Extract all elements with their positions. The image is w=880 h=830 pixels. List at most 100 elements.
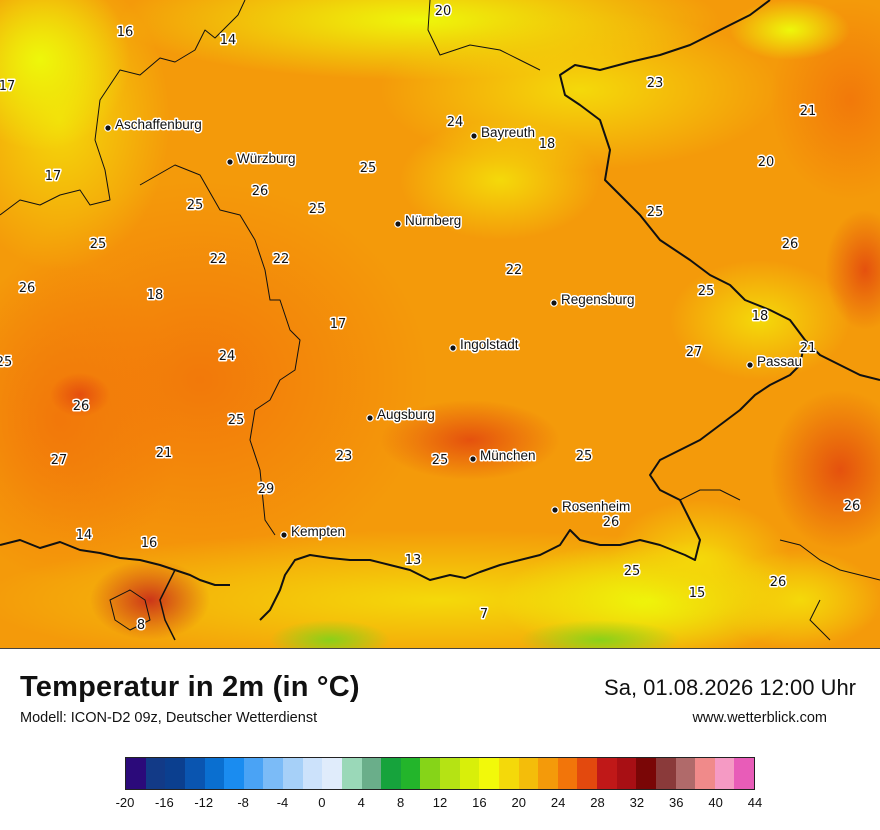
temperature-labels: 20 16 14 17 24 18 23 21 25 26 20 17 25 25 25 25 22 22 26 26… bbox=[0, 3, 862, 635]
temperature-value: 21 bbox=[156, 446, 173, 461]
legend-swatch bbox=[498, 758, 519, 789]
temperature-value: 26 bbox=[603, 515, 620, 530]
city-marker: München bbox=[469, 447, 537, 465]
city-dot bbox=[366, 414, 374, 422]
temperature-value: 17 bbox=[0, 79, 15, 94]
city-label: München bbox=[480, 448, 536, 463]
legend-swatch bbox=[400, 758, 421, 789]
legend-swatch bbox=[538, 758, 558, 789]
temperature-value: 25 bbox=[228, 413, 245, 428]
legend-swatch bbox=[302, 758, 323, 789]
legend-swatch bbox=[145, 758, 166, 789]
model-info: Modell: ICON-D2 09z, Deutscher Wetterdie… bbox=[20, 710, 318, 726]
legend-swatch bbox=[577, 758, 597, 789]
temperature-value: 26 bbox=[19, 281, 36, 296]
legend-tick-label: -20 bbox=[115, 795, 135, 810]
temperature-value: 13 bbox=[405, 553, 422, 568]
legend-tick-label: 28 bbox=[590, 795, 605, 810]
city-marker: Passau bbox=[746, 353, 804, 371]
temperature-value: 25 bbox=[576, 449, 593, 464]
map-footer: Temperatur in 2m (in °C) Modell: ICON-D2… bbox=[0, 649, 880, 830]
city-marker: Würzburg bbox=[226, 150, 297, 168]
temperature-value: 26 bbox=[73, 399, 90, 414]
legend-swatch bbox=[361, 758, 382, 789]
city-dot bbox=[394, 220, 402, 228]
temperature-value: 29 bbox=[258, 482, 275, 497]
legend-swatch bbox=[184, 758, 205, 789]
legend-tick-label: -8 bbox=[237, 795, 249, 810]
bavaria-border bbox=[139, 164, 301, 536]
city-dot bbox=[469, 455, 477, 463]
legend-swatch bbox=[518, 758, 539, 789]
temperature-field bbox=[0, 0, 880, 648]
legend-swatch bbox=[636, 758, 656, 789]
temperature-value: 26 bbox=[844, 499, 861, 514]
city-dot bbox=[746, 361, 754, 369]
city-marker: Augsburg bbox=[366, 406, 436, 424]
legend-swatch bbox=[459, 758, 480, 789]
legend-swatch bbox=[420, 758, 440, 789]
legend-swatch bbox=[204, 758, 225, 789]
forecast-datetime: Sa, 01.08.2026 12:00 Uhr bbox=[604, 675, 856, 700]
legend-tick-label: 44 bbox=[747, 795, 763, 810]
city-marker: Kempten bbox=[280, 523, 347, 541]
national-border bbox=[159, 569, 176, 641]
temperature-value: 20 bbox=[758, 155, 775, 170]
temperature-value: 21 bbox=[800, 104, 817, 119]
city-marker: Bayreuth bbox=[470, 124, 537, 142]
legend-swatch bbox=[263, 758, 283, 789]
color-legend bbox=[125, 757, 755, 790]
legend-ticks: -20 -16 -12 -8 -4 0 4 8 12 16 20 24 28 32 36 40 44 bbox=[116, 795, 763, 815]
temperature-value: 21 bbox=[800, 341, 817, 356]
temperature-value: 14 bbox=[76, 528, 93, 543]
national-border bbox=[259, 339, 806, 621]
legend-tick-label: -4 bbox=[276, 795, 289, 810]
city-label: Ingolstadt bbox=[460, 337, 519, 352]
city-label: Regensburg bbox=[561, 292, 635, 307]
temperature-value: 25 bbox=[187, 198, 204, 213]
legend-swatch bbox=[479, 758, 499, 789]
legend-tick-label: 36 bbox=[669, 795, 684, 810]
website-link[interactable]: www.wetterblick.com bbox=[692, 710, 827, 726]
temperature-value: 22 bbox=[506, 263, 523, 278]
temperature-value: 15 bbox=[689, 586, 706, 601]
legend-swatch bbox=[655, 758, 676, 789]
city-label: Aschaffenburg bbox=[115, 117, 202, 132]
temperature-value: 26 bbox=[782, 237, 799, 252]
city-marker: Nürnberg bbox=[394, 212, 463, 230]
city-label: Kempten bbox=[291, 524, 345, 539]
legend-swatch bbox=[675, 758, 696, 789]
temperature-value: 16 bbox=[117, 25, 134, 40]
temperature-value: 22 bbox=[273, 252, 290, 267]
legend-tick-label: 12 bbox=[432, 795, 448, 810]
temperature-value: 25 bbox=[90, 237, 107, 252]
city-label: Bayreuth bbox=[481, 125, 535, 140]
border-lines bbox=[0, 0, 880, 641]
legend-swatch bbox=[165, 758, 185, 789]
legend-tick-label: 4 bbox=[357, 795, 365, 810]
temperature-value: 23 bbox=[336, 449, 353, 464]
city-marker: Rosenheim bbox=[551, 498, 632, 516]
legend-swatch bbox=[440, 758, 460, 789]
legend-tick-label: -12 bbox=[194, 795, 214, 810]
legend-swatch bbox=[714, 758, 735, 789]
city-label: Würzburg bbox=[237, 151, 296, 166]
city-dot bbox=[226, 158, 234, 166]
temperature-value: 26 bbox=[252, 184, 269, 199]
city-marker: Regensburg bbox=[550, 291, 636, 309]
temperature-value: 17 bbox=[330, 317, 347, 332]
city-dot bbox=[280, 531, 288, 539]
legend-swatch bbox=[734, 758, 754, 789]
temperature-value: 25 bbox=[624, 564, 641, 579]
legend-swatch bbox=[126, 758, 146, 789]
temperature-value: 25 bbox=[432, 453, 449, 468]
legend-swatch bbox=[243, 758, 264, 789]
legend-swatch bbox=[597, 758, 617, 789]
city-label: Augsburg bbox=[377, 407, 435, 422]
temperature-value: 24 bbox=[447, 115, 464, 130]
legend-swatch bbox=[381, 758, 401, 789]
legend-tick-label: 20 bbox=[511, 795, 526, 810]
legend-tick-label: 8 bbox=[397, 795, 405, 810]
temperature-value: 14 bbox=[220, 33, 237, 48]
map-canvas: 20 16 14 17 24 18 23 21 25 26 20 17 25 25 25 25 22 22 26 26… bbox=[0, 0, 880, 648]
